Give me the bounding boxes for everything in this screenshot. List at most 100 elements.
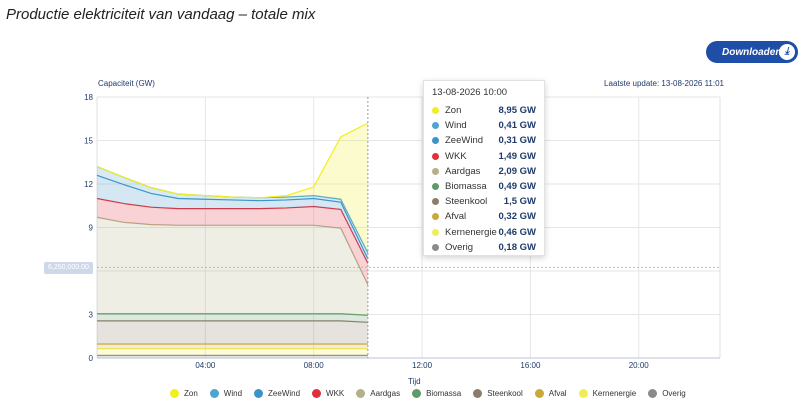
y-tick-label: 9 (89, 224, 94, 233)
legend-dot-icon (209, 389, 219, 398)
x-tick-label: 04:00 (195, 361, 216, 370)
tooltip-series-value: 8,95 GW (498, 105, 537, 117)
line-zon (96, 122, 369, 199)
legend-label: Zon (184, 389, 198, 398)
legend-dot-icon (312, 389, 322, 398)
legend-label: Steenkool (487, 389, 523, 398)
legend-label: Overig (662, 389, 686, 398)
legend-item-zeewind[interactable]: ZeeWind (254, 389, 300, 398)
tooltip-row: Overig 0,18 GW (432, 240, 536, 255)
tooltip-series-value: 1,49 GW (498, 150, 537, 162)
legend-dot-icon (412, 389, 422, 398)
area-zon (97, 123, 368, 253)
tooltip-rows: Zon 8,95 GW Wind 0,41 GW ZeeWind 0,31 GW WKK 1,… (432, 103, 536, 255)
tooltip-row: Biomassa 0,49 GW (432, 179, 536, 194)
y-axis-label: Capaciteit (GW) (98, 79, 155, 88)
tooltip-series-name: Wind (445, 120, 467, 132)
tooltip-series-name: Kernenergie (445, 226, 497, 238)
tooltip-row: Aardgas 2,09 GW (432, 164, 536, 179)
legend-label: Aardgas (370, 389, 401, 398)
legend-item-steenkool[interactable]: Steenkool (473, 389, 523, 398)
line-zeewind (96, 174, 369, 260)
legend-dot-icon (648, 389, 658, 398)
x-tick-label: 08:00 (304, 361, 325, 370)
tooltip-series-value: 1,5 GW (503, 196, 536, 208)
page-title: Productie elektriciteit van vandaag – to… (6, 6, 316, 23)
legend-label: WKK (326, 389, 345, 398)
chart-legend: Zon Wind ZeeWind WKK Aardgas Biomassa Steenkoo… (170, 389, 698, 398)
download-button[interactable]: Downloaden ⤓ (706, 41, 798, 63)
tooltip-series-value: 0,41 GW (498, 120, 537, 132)
x-tick-label: 20:00 (629, 361, 650, 370)
area-aardgas (97, 217, 368, 316)
legend-item-wind[interactable]: Wind (209, 389, 242, 398)
legend-dot-icon (170, 389, 179, 398)
legend-item-overig[interactable]: Overig (648, 389, 686, 398)
tooltip-series-dot-icon (432, 137, 439, 145)
legend-item-afval[interactable]: Afval (534, 389, 567, 398)
tooltip-series-name: Steenkool (445, 196, 488, 208)
x-tick-label: 12:00 (412, 361, 433, 370)
legend-item-wkk[interactable]: WKK (312, 389, 344, 398)
tooltip-series-name: Zon (445, 105, 462, 117)
area-steenkool (97, 320, 368, 345)
chart-areas (96, 122, 369, 358)
tooltip-series-value: 0,31 GW (498, 135, 537, 147)
y-tick-label: 0 (89, 354, 94, 363)
tooltip-series-dot-icon (432, 122, 439, 130)
tooltip-series-name: Aardgas (445, 165, 481, 177)
area-overig (97, 355, 368, 358)
legend-label: Kernenergie (592, 389, 637, 398)
tooltip-series-name: ZeeWind (445, 135, 484, 147)
y-tick-label: 15 (84, 137, 93, 146)
tooltip-row: Wind 0,41 GW (432, 118, 536, 133)
last-update-text: Laatste update: 13-08-2026 11:01 (604, 79, 724, 88)
chart-tooltip: 13-08-2026 10:00 Zon 8,95 GW Wind 0,41 GW Ze… (423, 80, 545, 256)
line-aardgas (96, 216, 369, 286)
legend-item-biomassa[interactable]: Biomassa (412, 389, 461, 398)
area-biomassa (97, 313, 368, 323)
tooltip-row: Steenkool 1,5 GW (432, 194, 536, 209)
legend-dot-icon (254, 389, 264, 398)
x-tick-label: 16:00 (520, 361, 541, 370)
tooltip-series-name: WKK (445, 150, 467, 162)
tooltip-series-dot-icon (432, 183, 439, 191)
y-tick-label: 18 (84, 93, 93, 102)
tooltip-series-value: 0,32 GW (498, 211, 537, 223)
area-kernenergie (97, 348, 368, 356)
tooltip-series-dot-icon (432, 107, 439, 115)
legend-dot-icon (534, 389, 544, 398)
legend-dot-icon (356, 389, 366, 398)
line-wkk (96, 197, 369, 264)
legend-item-aardgas[interactable]: Aardgas (356, 389, 400, 398)
legend-item-kernenergie[interactable]: Kernenergie (578, 389, 637, 398)
tooltip-title: 13-08-2026 10:00 (432, 87, 508, 98)
line-biomassa (97, 313, 368, 316)
area-wkk (97, 198, 368, 285)
tooltip-row: ZeeWind 0,31 GW (432, 133, 536, 148)
legend-dot-icon (473, 389, 483, 398)
tooltip-series-dot-icon (432, 213, 439, 221)
tooltip-series-dot-icon (432, 167, 439, 175)
y-tick-label: 3 (89, 311, 94, 320)
tooltip-row: Zon 8,95 GW (432, 103, 536, 118)
x-axis-label: Tijd (408, 377, 421, 386)
legend-label: ZeeWind (268, 389, 301, 398)
download-icon: ⤓ (779, 44, 795, 60)
legend-item-zon[interactable]: Zon (170, 389, 198, 398)
tooltip-series-value: 0,49 GW (498, 181, 537, 193)
tooltip-row: Kernenergie 0,46 GW (432, 225, 536, 240)
tooltip-series-dot-icon (432, 152, 439, 160)
tooltip-series-value: 0,46 GW (498, 226, 537, 238)
tooltip-series-name: Biomassa (445, 181, 487, 193)
tooltip-series-name: Overig (445, 241, 473, 253)
tooltip-series-dot-icon (432, 198, 439, 206)
legend-label: Afval (548, 389, 567, 398)
line-steenkool (97, 320, 368, 323)
tooltip-series-dot-icon (432, 228, 439, 236)
legend-label: Biomassa (426, 389, 462, 398)
legend-dot-icon (578, 389, 588, 398)
area-zeewind (97, 175, 368, 264)
